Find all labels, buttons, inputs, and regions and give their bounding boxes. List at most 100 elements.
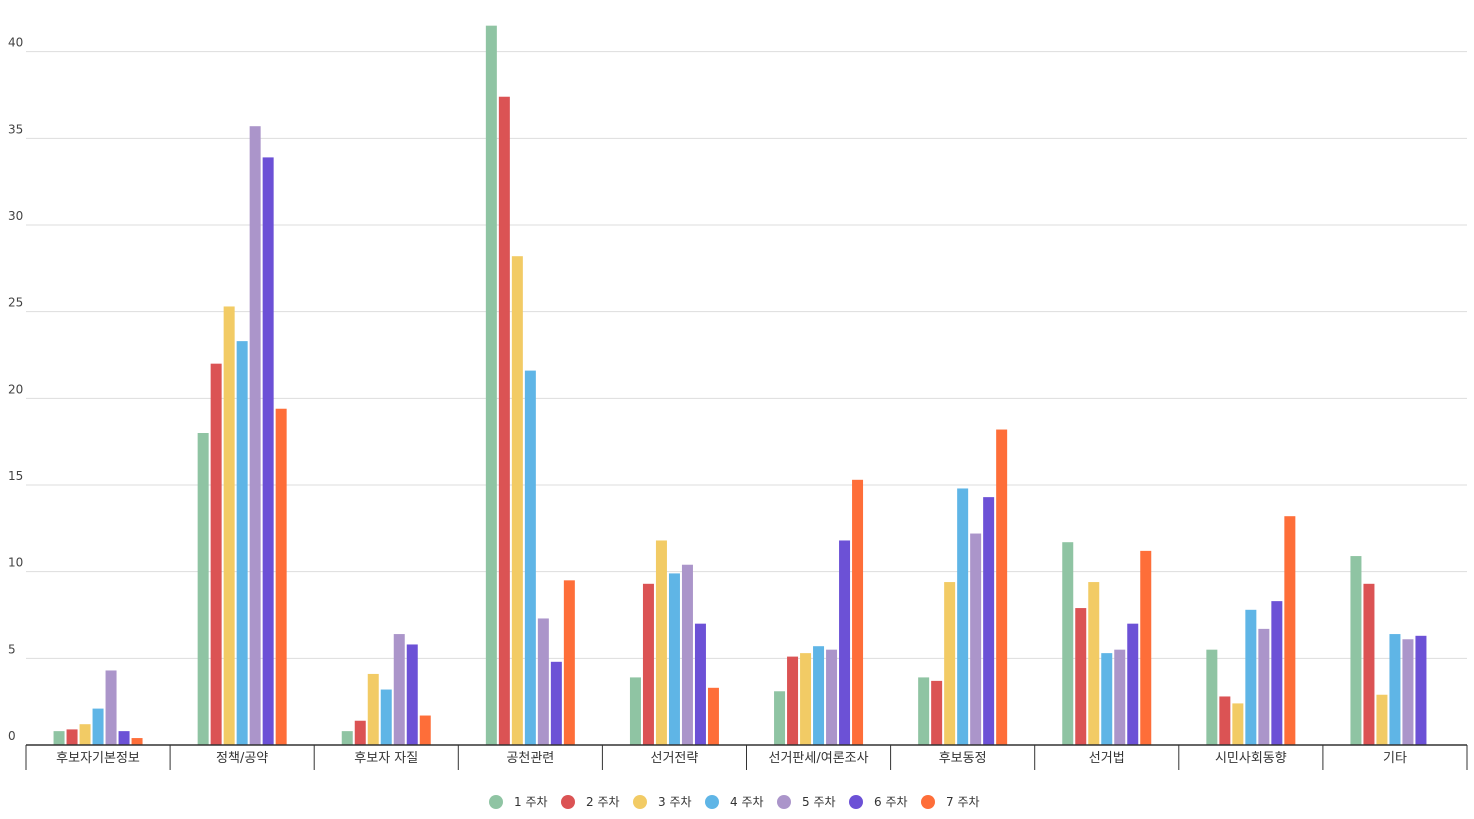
bar <box>236 341 248 745</box>
legend-swatch <box>921 795 935 809</box>
y-tick-label: 20 <box>8 382 23 396</box>
x-tick-label: 정책/공약 <box>216 751 268 766</box>
bar <box>800 653 812 745</box>
y-tick-label: 5 <box>8 642 16 656</box>
x-tick-label: 공천관련 <box>506 751 554 766</box>
bar <box>813 646 825 745</box>
bar <box>1088 582 1100 745</box>
legend-label: 7 주차 <box>946 795 980 809</box>
x-tick-label: 선거법 <box>1089 751 1125 766</box>
bar <box>1245 609 1257 745</box>
bar <box>1389 634 1401 745</box>
y-tick-label: 40 <box>8 36 23 50</box>
legend-label: 5 주차 <box>802 795 836 809</box>
bar <box>1075 608 1087 745</box>
bar <box>1101 653 1113 745</box>
bar <box>249 126 261 745</box>
bar <box>970 533 982 745</box>
y-tick-label: 30 <box>8 209 23 223</box>
x-tick-label: 후보동정 <box>939 751 987 766</box>
legend-label: 1 주차 <box>514 795 548 809</box>
bar <box>983 497 995 745</box>
y-tick-label: 10 <box>8 556 23 570</box>
bar <box>1232 703 1244 745</box>
bar <box>367 673 379 745</box>
bar <box>406 644 418 745</box>
y-axis-ticks: 0 5 10 15 20 25 30 35 40 <box>8 36 23 743</box>
bar <box>524 370 536 745</box>
bar <box>642 583 654 745</box>
bar <box>354 720 366 745</box>
bar <box>839 540 851 745</box>
bar <box>996 429 1008 745</box>
bar <box>275 408 287 745</box>
bar <box>341 731 353 745</box>
bar <box>852 479 864 745</box>
bar <box>563 580 575 745</box>
legend: 1 주차 2 주차 3 주차 4 주차 5 주차 6 주차 7 주차 <box>489 795 980 809</box>
y-tick-label: 35 <box>8 122 23 136</box>
bar <box>223 306 235 745</box>
x-tick-label: 후보자 자질 <box>354 751 418 766</box>
legend-label: 6 주차 <box>874 795 908 809</box>
bar <box>826 649 838 745</box>
bar <box>1140 550 1152 745</box>
legend-swatch <box>777 795 791 809</box>
bar <box>485 25 497 745</box>
bar <box>79 724 91 745</box>
y-tick-label: 25 <box>8 296 23 310</box>
bar <box>537 618 549 745</box>
bar <box>1219 696 1231 745</box>
bar <box>262 157 274 745</box>
bar <box>1402 639 1414 745</box>
bar <box>419 715 431 745</box>
bar <box>511 256 523 745</box>
legend-label: 2 주차 <box>586 795 620 809</box>
x-tick-label: 시민사회동향 <box>1215 751 1287 766</box>
bar <box>1062 542 1074 745</box>
bar <box>1415 635 1427 745</box>
legend-label: 4 주차 <box>730 795 764 809</box>
bar <box>380 689 392 745</box>
bar <box>681 564 693 745</box>
bar <box>787 656 799 745</box>
legend-swatch <box>633 795 647 809</box>
bar <box>53 731 65 745</box>
bar <box>550 661 562 745</box>
x-axis: 후보자기본정보 정책/공약 후보자 자질 공천관련 선거전략 선거판세/여론조사 후보동정 선… <box>25 744 1468 770</box>
bar <box>957 488 969 745</box>
bar <box>66 729 78 745</box>
y-tick-label: 15 <box>8 469 23 483</box>
bar <box>393 634 405 745</box>
bar <box>1127 623 1139 745</box>
bar <box>118 731 130 745</box>
bar <box>498 96 510 745</box>
x-tick-label: 선거판세/여론조사 <box>769 751 869 766</box>
bar <box>668 573 680 745</box>
x-tick-label: 선거전략 <box>651 751 699 766</box>
bar <box>629 677 641 745</box>
bar <box>1284 516 1296 745</box>
bar <box>105 670 117 745</box>
bar <box>931 680 943 745</box>
y-tick-label: 0 <box>8 729 16 743</box>
bar <box>1376 694 1388 745</box>
bar <box>197 433 209 745</box>
bar <box>694 623 706 745</box>
bar <box>92 708 104 745</box>
legend-swatch <box>849 795 863 809</box>
bar <box>1258 628 1270 745</box>
bar <box>1206 649 1218 745</box>
bar <box>655 540 667 745</box>
bar <box>1350 556 1362 745</box>
bar <box>210 363 222 745</box>
legend-swatch <box>489 795 503 809</box>
bar <box>918 677 930 745</box>
bar <box>707 687 719 745</box>
x-tick-label: 후보자기본정보 <box>56 751 140 766</box>
legend-swatch <box>705 795 719 809</box>
bar <box>1271 601 1283 745</box>
legend-swatch <box>561 795 575 809</box>
bar <box>131 738 143 745</box>
